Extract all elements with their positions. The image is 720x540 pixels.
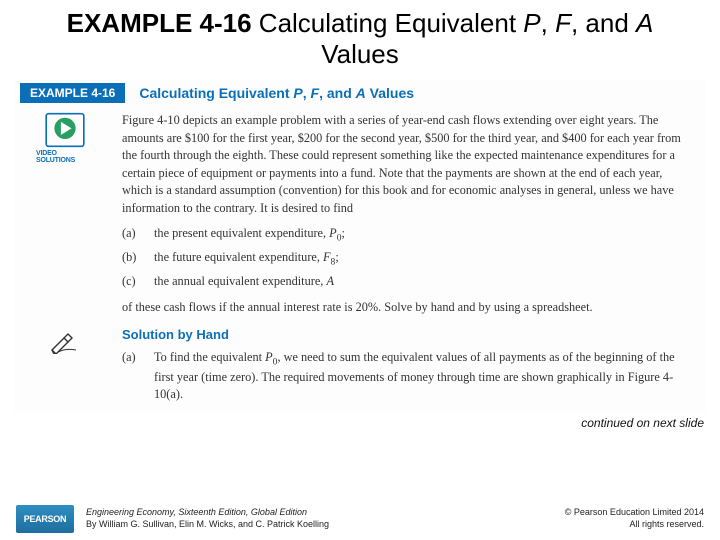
video-solutions-icon: VIDEO SOLUTIONS (36, 112, 94, 164)
solve-text: of these cash flows if the annual intere… (122, 299, 692, 316)
pencil-icon (50, 332, 80, 359)
option-a: (a) the present equivalent expenditure, … (122, 225, 692, 245)
right-column: Figure 4-10 depicts an example problem w… (122, 112, 692, 403)
example-banner-title: Calculating Equivalent P, F, and A Value… (139, 85, 414, 101)
option-c: (c) the annual equivalent expenditure, A (122, 273, 692, 290)
option-b: (b) the future equivalent expenditure, F… (122, 249, 692, 269)
solution-a: (a) To find the equivalent P0, we need t… (122, 349, 692, 404)
copyright: © Pearson Education Limited 2014 All rig… (565, 507, 704, 530)
continued-note: continued on next slide (0, 412, 720, 430)
book-title: Engineering Economy, Sixteenth Edition, … (86, 507, 565, 519)
example-body: VIDEO SOLUTIONS Figure 4-10 depicts an e… (14, 106, 706, 411)
book-authors: By William G. Sullivan, Elin M. Wicks, a… (86, 519, 565, 531)
textbook-excerpt: EXAMPLE 4-16 Calculating Equivalent P, F… (14, 80, 706, 411)
video-label: VIDEO SOLUTIONS (36, 150, 94, 164)
footer: PEARSON Engineering Economy, Sixteenth E… (0, 498, 720, 540)
title-example-num: EXAMPLE 4-16 (67, 8, 252, 38)
book-info: Engineering Economy, Sixteenth Edition, … (86, 507, 565, 530)
pearson-logo: PEARSON (16, 505, 74, 533)
example-badge: EXAMPLE 4-16 (20, 83, 125, 103)
options-list: (a) the present equivalent expenditure, … (122, 225, 692, 291)
slide-title: EXAMPLE 4-16 Calculating Equivalent P, F… (0, 0, 720, 76)
solution-heading: Solution by Hand (122, 326, 692, 344)
problem-text: Figure 4-10 depicts an example problem w… (122, 112, 692, 217)
left-column: VIDEO SOLUTIONS (24, 112, 106, 403)
example-banner: EXAMPLE 4-16 Calculating Equivalent P, F… (14, 80, 706, 106)
